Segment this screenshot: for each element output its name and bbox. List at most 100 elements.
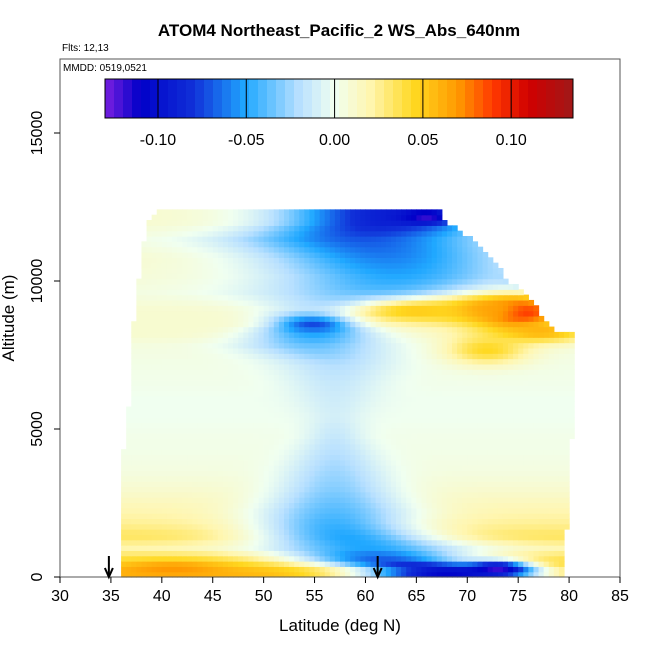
heatmap-cell bbox=[492, 395, 499, 402]
heatmap-cell bbox=[233, 331, 239, 338]
heatmap-cell bbox=[355, 374, 361, 381]
heatmap-cell bbox=[131, 550, 137, 557]
heatmap-cell bbox=[462, 347, 468, 354]
heatmap-cell bbox=[436, 566, 443, 573]
heatmap-cell bbox=[172, 379, 178, 386]
heatmap-cell bbox=[457, 433, 463, 440]
heatmap-cell bbox=[273, 443, 280, 450]
heatmap-cell bbox=[375, 278, 382, 285]
heatmap-cell bbox=[345, 379, 351, 386]
heatmap-cell bbox=[161, 481, 168, 488]
heatmap-cell bbox=[390, 315, 397, 322]
heatmap-cell bbox=[121, 571, 127, 578]
heatmap-cell bbox=[222, 337, 229, 344]
heatmap-cell bbox=[146, 502, 153, 509]
heatmap-cell bbox=[497, 374, 504, 381]
heatmap-cell bbox=[472, 417, 479, 424]
heatmap-cell bbox=[177, 497, 183, 504]
heatmap-cell bbox=[304, 406, 311, 413]
heatmap-cell bbox=[497, 369, 504, 376]
heatmap-cell bbox=[136, 326, 143, 333]
heatmap-cell bbox=[472, 337, 479, 344]
heatmap-cell bbox=[497, 385, 504, 392]
heatmap-cell bbox=[355, 497, 361, 504]
heatmap-cell bbox=[446, 539, 453, 546]
heatmap-cell bbox=[538, 481, 545, 488]
heatmap-cell bbox=[263, 310, 270, 317]
heatmap-cell bbox=[492, 481, 499, 488]
heatmap-cell bbox=[411, 545, 417, 551]
heatmap-cell bbox=[294, 571, 300, 578]
heatmap-cell bbox=[462, 491, 468, 498]
heatmap-cell bbox=[467, 486, 473, 493]
heatmap-cell bbox=[502, 566, 509, 573]
heatmap-cell bbox=[340, 438, 346, 445]
heatmap-cell bbox=[543, 465, 550, 472]
heatmap-cell bbox=[263, 321, 270, 328]
heatmap-cell bbox=[538, 369, 545, 376]
heatmap-cell bbox=[492, 561, 499, 567]
heatmap-cell bbox=[212, 267, 219, 274]
heatmap-cell bbox=[426, 529, 433, 535]
heatmap-cell bbox=[131, 486, 137, 493]
heatmap-cell bbox=[141, 289, 148, 296]
heatmap-cell bbox=[294, 353, 300, 360]
heatmap-cell bbox=[238, 289, 244, 296]
heatmap-cell bbox=[324, 555, 331, 562]
heatmap-cell bbox=[452, 475, 458, 482]
heatmap-cell bbox=[253, 374, 260, 381]
heatmap-cell bbox=[309, 411, 316, 418]
heatmap-cell bbox=[538, 326, 545, 333]
heatmap-cell bbox=[284, 342, 290, 349]
heatmap-cell bbox=[441, 289, 448, 296]
heatmap-cell bbox=[192, 390, 199, 397]
heatmap-cell bbox=[452, 342, 458, 349]
heatmap-cell bbox=[182, 491, 188, 498]
heatmap-cell bbox=[136, 539, 143, 546]
heatmap-cell bbox=[161, 401, 168, 408]
heatmap-cell bbox=[319, 433, 326, 440]
heatmap-cell bbox=[329, 331, 336, 338]
heatmap-cell bbox=[396, 411, 402, 418]
heatmap-cell bbox=[446, 342, 453, 349]
heatmap-cell bbox=[273, 326, 280, 333]
heatmap-cell bbox=[136, 502, 143, 509]
heatmap-cell bbox=[380, 267, 387, 274]
heatmap-cell bbox=[258, 363, 265, 370]
heatmap-cell bbox=[513, 326, 519, 333]
heatmap-cell bbox=[441, 337, 448, 344]
heatmap-cell bbox=[365, 406, 372, 413]
heatmap-cell bbox=[340, 369, 346, 376]
heatmap-cell bbox=[233, 267, 239, 274]
heatmap-cell bbox=[289, 262, 295, 269]
heatmap-cell bbox=[564, 379, 570, 386]
heatmap-cell bbox=[365, 294, 372, 301]
heatmap-cell bbox=[284, 358, 290, 365]
heatmap-cell bbox=[212, 273, 219, 280]
heatmap-cell bbox=[472, 401, 479, 408]
heatmap-cell bbox=[238, 390, 244, 397]
heatmap-cell bbox=[375, 353, 382, 360]
heatmap-cell bbox=[324, 283, 331, 290]
heatmap-cell bbox=[513, 395, 519, 402]
heatmap-cell bbox=[487, 566, 494, 573]
heatmap-cell bbox=[543, 481, 550, 488]
heatmap-cell bbox=[421, 326, 428, 333]
heatmap-cell bbox=[324, 321, 331, 328]
heatmap-cell bbox=[452, 465, 458, 472]
heatmap-cell bbox=[278, 310, 285, 317]
heatmap-cell bbox=[385, 363, 392, 370]
heatmap-cell bbox=[284, 363, 290, 370]
heatmap-cell bbox=[166, 310, 173, 317]
heatmap-cell bbox=[462, 470, 468, 477]
heatmap-cell bbox=[477, 406, 484, 413]
heatmap-cell bbox=[136, 337, 143, 344]
heatmap-cell bbox=[411, 331, 417, 338]
heatmap-cell bbox=[462, 342, 468, 349]
heatmap-cell bbox=[426, 379, 433, 386]
heatmap-cell bbox=[436, 369, 443, 376]
heatmap-cell bbox=[243, 363, 249, 370]
heatmap-cell bbox=[365, 502, 372, 509]
heatmap-cell bbox=[375, 486, 382, 493]
heatmap-cell bbox=[345, 283, 351, 290]
